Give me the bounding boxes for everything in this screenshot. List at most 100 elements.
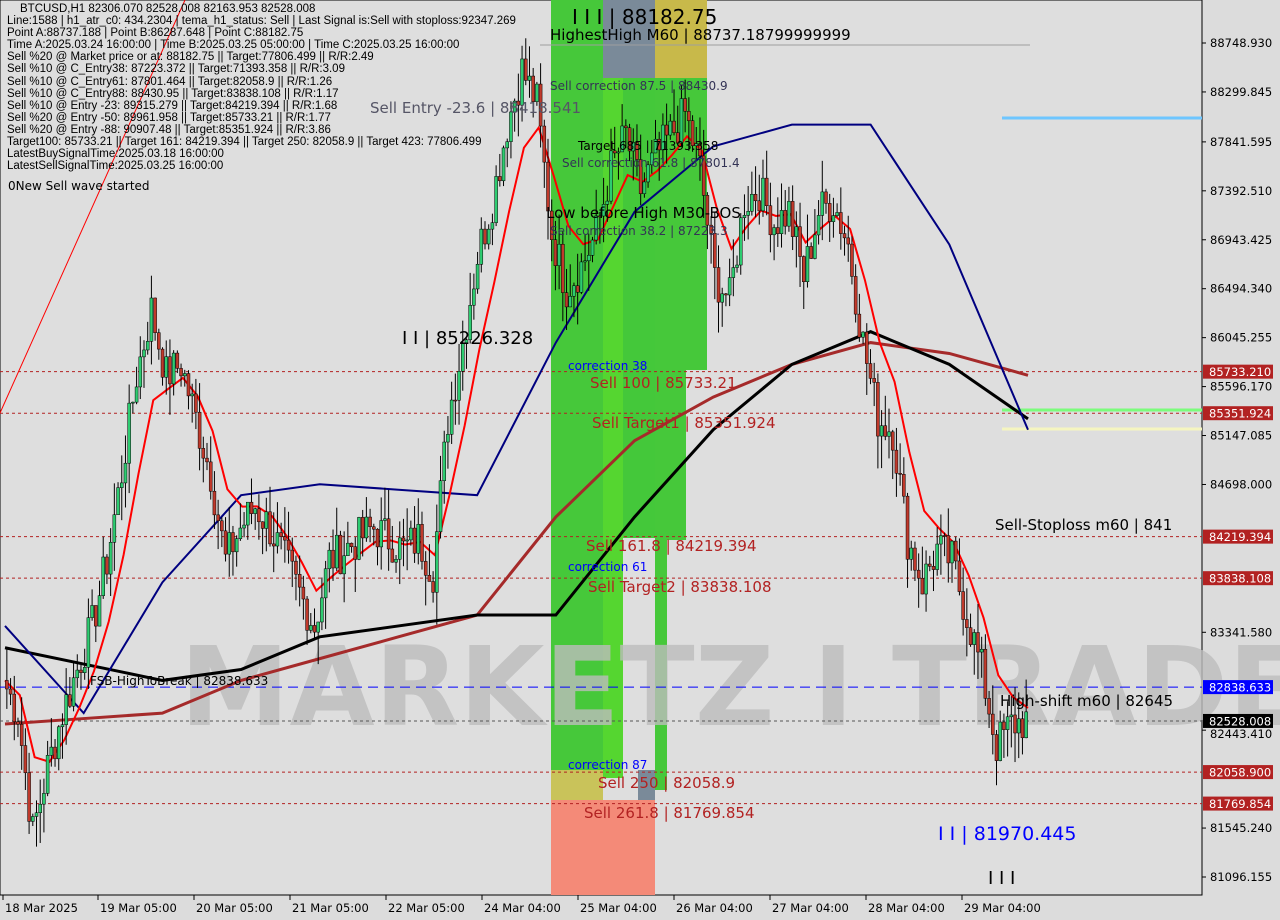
candle [638, 134, 643, 206]
candle [928, 555, 932, 572]
info-line: Sell %10 @ C_Entry88: 88430.95 || Target… [7, 87, 339, 100]
candle [1013, 687, 1017, 763]
candle [524, 38, 528, 86]
candle [913, 541, 917, 582]
candle [531, 67, 535, 118]
price-level-label: 85351.924 [1209, 407, 1271, 421]
candle [612, 126, 617, 159]
candle [486, 224, 491, 250]
candle [360, 509, 365, 557]
ma-black-line [4, 330, 1029, 682]
candle [731, 239, 736, 297]
candle [323, 560, 328, 629]
candle [131, 401, 135, 414]
candle [168, 339, 172, 415]
candle [423, 551, 428, 606]
candle [916, 553, 921, 608]
candle [357, 516, 361, 561]
candle [953, 536, 958, 570]
candle [56, 725, 61, 771]
candle [416, 498, 421, 565]
price-tick-label: 85596.170 [1210, 380, 1272, 394]
candle [587, 233, 591, 291]
price-level-label: 82528.008 [1209, 714, 1271, 728]
candle [5, 648, 9, 709]
candle [709, 216, 713, 264]
candle [776, 197, 780, 247]
candle [553, 220, 558, 291]
price-level-badge [1203, 406, 1273, 421]
candle [668, 114, 673, 140]
info-panel: BTCUSD,H1 82306.070 82528.008 82163.953 … [7, 3, 516, 172]
candle [783, 190, 787, 235]
candle [542, 119, 547, 188]
ema-red-line [4, 125, 1029, 764]
candle [123, 435, 128, 508]
candle [1016, 692, 1021, 759]
candle [794, 211, 799, 268]
info-line: Sell %20 @ Entry -88: 90907.48 || Target… [7, 123, 331, 136]
price-level-badge [1203, 765, 1273, 780]
candle [627, 123, 632, 162]
candle [246, 501, 250, 540]
candle [661, 113, 665, 164]
candle [45, 740, 50, 797]
candle [294, 555, 298, 601]
candle [479, 217, 484, 273]
annotation-fsb-high: FSB-HighToBreak | 82838.633 [90, 674, 268, 688]
candle [909, 540, 913, 571]
candle [779, 183, 784, 248]
candle [983, 634, 988, 706]
candle [868, 349, 873, 385]
candle [672, 89, 676, 136]
candle [212, 471, 217, 529]
candle [483, 221, 487, 250]
candle [1024, 679, 1028, 739]
info-line: Sell %20 @ Market price or at: 88182.75 … [7, 51, 374, 64]
candle [616, 147, 621, 180]
candle [816, 200, 821, 245]
candle [82, 648, 87, 680]
candle [297, 555, 302, 607]
fib-zone [655, 370, 686, 540]
candle [746, 186, 750, 240]
candle [590, 236, 595, 263]
candle [438, 455, 443, 539]
candle [379, 497, 383, 570]
fib-zone [655, 540, 667, 790]
candle [431, 571, 435, 603]
candle [939, 514, 943, 575]
candle [976, 603, 980, 679]
price-level-label: 85733.210 [1209, 365, 1271, 379]
candle [890, 429, 895, 480]
fib-zone [638, 770, 655, 800]
candle [568, 264, 572, 308]
candle [950, 540, 954, 583]
info-line: Sell %10 @ C_Entry61: 87801.464 || Targe… [7, 75, 333, 88]
candle [71, 662, 76, 712]
candle [679, 84, 684, 147]
candle [257, 494, 261, 540]
candle [631, 128, 636, 181]
info-line: Time A:2025.03.24 16:00:00 | Time B:2025… [7, 39, 460, 52]
price-level-badge [1203, 713, 1273, 728]
candle [946, 508, 951, 583]
info-line: Target100: 85733.21 || Target 161: 84219… [7, 136, 482, 149]
candle [887, 408, 891, 459]
candle [772, 224, 776, 261]
price-level-badge [1203, 796, 1273, 811]
candle [942, 532, 947, 557]
candle [208, 436, 213, 500]
candle [987, 690, 991, 728]
candle [1002, 713, 1006, 758]
candle [194, 378, 198, 430]
candle [412, 506, 417, 563]
candle [561, 231, 565, 322]
candle [375, 528, 380, 566]
fib-zone [551, 770, 603, 800]
ma-navy-line [4, 123, 1029, 715]
price-level-badge [1203, 571, 1273, 586]
candle [305, 596, 309, 645]
candle [468, 272, 472, 344]
